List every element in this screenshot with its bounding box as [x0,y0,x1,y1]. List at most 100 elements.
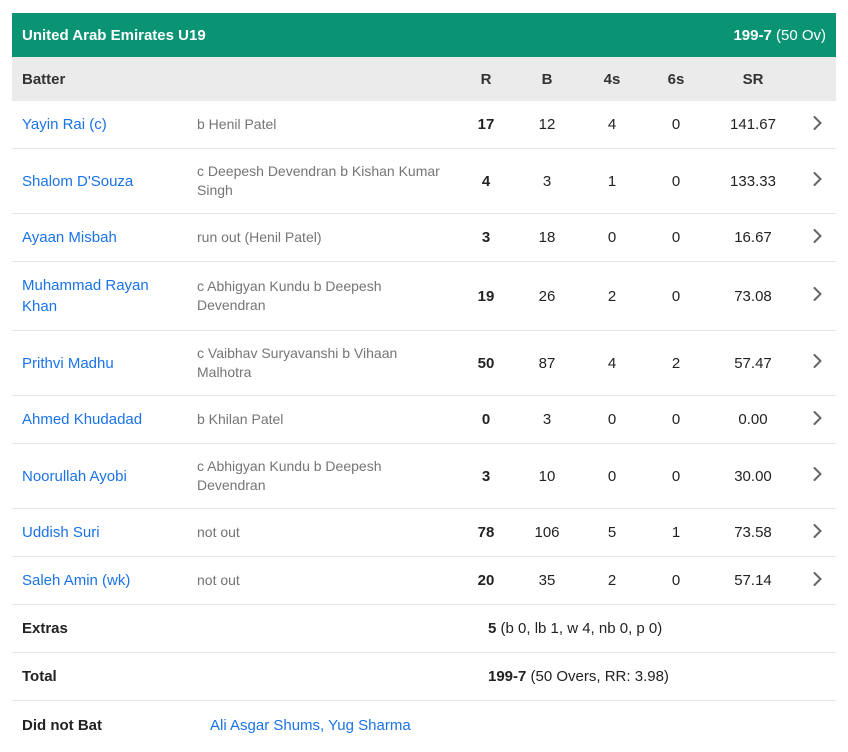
table-row[interactable]: Prithvi Madhu c Vaibhav Suryavanshi b Vi… [12,331,836,396]
fours-value: 0 [607,467,617,485]
batter-link[interactable]: Yayin Rai (c) [22,116,107,133]
sixes-value: 0 [671,572,681,589]
runs-value: 19 [477,287,495,305]
sixes-value: 0 [671,229,681,246]
sixes-value: 0 [671,467,681,485]
sixes-value: 0 [671,287,681,305]
total-row: Total 199-7 (50 Overs, RR: 3.98) [12,653,836,701]
chevron-right-icon[interactable] [813,172,822,186]
strike-rate-value: 16.67 [734,229,772,246]
fours-value: 5 [607,524,617,541]
extras-label: Extras [22,620,68,637]
did-not-bat-label: Did not Bat [22,717,102,734]
strike-rate-value: 0.00 [738,411,768,428]
table-row[interactable]: Muhammad Rayan Khan c Abhigyan Kundu b D… [12,262,836,331]
balls-value: 3 [542,172,552,190]
score-overs: (50 Ov) [771,26,826,44]
chevron-right-icon[interactable] [813,467,822,481]
batter-link[interactable]: Prithvi Madhu [22,354,114,372]
chevron-right-icon[interactable] [813,571,822,586]
batter-link[interactable]: Ahmed Khudadad [22,411,143,428]
table-row[interactable]: Yayin Rai (c) b Henil Patel 17 12 4 0 14… [12,101,836,149]
did-not-bat-players-link[interactable]: Ali Asgar Shums, Yug Sharma [210,717,411,734]
balls-value: 87 [538,354,556,372]
strike-rate-value: 57.14 [734,572,772,589]
runs-value: 17 [477,116,495,133]
strike-rate-value: 30.00 [734,467,772,485]
runs-value: 20 [477,572,495,589]
sixes-value: 0 [671,172,681,190]
table-row[interactable]: Shalom D'Souza c Deepesh Devendran b Kis… [12,149,836,214]
dismissal-text: c Deepesh Devendran b Kishan Kumar Singh [197,163,440,198]
runs-value: 3 [481,229,491,246]
chevron-right-icon[interactable] [813,354,822,368]
innings-score: 199-7 (50 Ov) [733,27,826,44]
team-name: United Arab Emirates U19 [22,26,206,44]
dismissal-text: c Abhigyan Kundu b Deepesh Devendran [197,458,382,493]
score-runs-wickets: 199-7 [733,26,772,44]
table-header-row: Batter R B 4s 6s SR [12,57,836,101]
column-header-strike-rate: SR [742,70,764,88]
batting-scorecard: United Arab Emirates U19 199-7 (50 Ov) B… [12,13,836,752]
column-header-balls: B [541,70,553,88]
balls-value: 3 [542,411,552,428]
chevron-right-icon[interactable] [813,115,822,130]
innings-header[interactable]: United Arab Emirates U19 199-7 (50 Ov) [12,13,836,57]
strike-rate-value: 73.08 [734,287,772,305]
batter-link[interactable]: Ayaan Misbah [22,229,117,246]
runs-value: 0 [481,411,491,428]
chevron-right-icon[interactable] [813,410,822,425]
dismissal-text: c Abhigyan Kundu b Deepesh Devendran [197,278,382,313]
balls-value: 106 [534,524,560,541]
batter-link[interactable]: Noorullah Ayobi [22,467,127,485]
balls-value: 26 [538,287,556,305]
dismissal-text: run out (Henil Patel) [197,229,322,245]
extras-value: 5 (b 0, lb 1, w 4, nb 0, p 0) [488,620,663,637]
fours-value: 0 [607,411,617,428]
strike-rate-value: 73.58 [734,524,772,541]
fours-value: 2 [607,572,617,589]
dismissal-text: b Henil Patel [197,116,277,132]
strike-rate-value: 133.33 [730,172,776,190]
batter-link[interactable]: Uddish Suri [22,524,100,541]
runs-value: 3 [481,467,491,485]
fours-value: 1 [607,172,617,190]
chevron-right-icon[interactable] [813,228,822,243]
runs-value: 78 [477,524,495,541]
fours-value: 2 [607,287,617,305]
chevron-right-icon[interactable] [813,287,822,301]
dismissal-text: not out [197,524,240,540]
extras-row: Extras 5 (b 0, lb 1, w 4, nb 0, p 0) [12,605,836,653]
did-not-bat-row: Did not Bat Ali Asgar Shums, Yug Sharma [12,701,836,752]
runs-value: 50 [477,354,495,372]
balls-value: 10 [538,467,556,485]
table-row[interactable]: Ahmed Khudadad b Khilan Patel 0 3 0 0 0.… [12,396,836,444]
fours-value: 4 [607,354,617,372]
balls-value: 18 [538,229,556,246]
sixes-value: 2 [671,354,681,372]
balls-value: 35 [538,572,556,589]
dismissal-text: b Khilan Patel [197,411,284,427]
table-row[interactable]: Saleh Amin (wk) not out 20 35 2 0 57.14 [12,557,836,605]
total-label: Total [22,668,57,685]
table-row[interactable]: Ayaan Misbah run out (Henil Patel) 3 18 … [12,214,836,262]
strike-rate-value: 57.47 [734,354,772,372]
column-header-batter: Batter [22,70,66,88]
dismissal-text: c Vaibhav Suryavanshi b Vihaan Malhotra [197,345,398,380]
chevron-right-icon[interactable] [813,523,822,538]
dismissal-text: not out [197,572,240,588]
sixes-value: 0 [671,116,681,133]
fours-value: 4 [607,116,617,133]
column-header-fours: 4s [603,70,621,88]
table-row[interactable]: Uddish Suri not out 78 106 5 1 73.58 [12,509,836,557]
batter-link[interactable]: Shalom D'Souza [22,172,134,190]
sixes-value: 1 [671,524,681,541]
column-header-sixes: 6s [667,70,685,88]
batter-link[interactable]: Saleh Amin (wk) [22,572,131,589]
batter-link[interactable]: Muhammad Rayan Khan [22,277,149,315]
sixes-value: 0 [671,411,681,428]
fours-value: 0 [607,229,617,246]
total-value: 199-7 (50 Overs, RR: 3.98) [488,668,669,685]
column-header-runs: R [480,70,492,88]
table-row[interactable]: Noorullah Ayobi c Abhigyan Kundu b Deepe… [12,444,836,509]
